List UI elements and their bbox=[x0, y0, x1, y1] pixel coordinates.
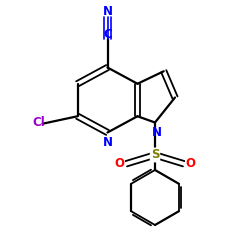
Text: N: N bbox=[102, 6, 113, 18]
Text: Cl: Cl bbox=[32, 116, 45, 129]
Text: C: C bbox=[103, 28, 112, 41]
Text: N: N bbox=[102, 136, 113, 148]
Text: N: N bbox=[152, 126, 162, 138]
Text: O: O bbox=[186, 157, 196, 170]
Text: S: S bbox=[151, 148, 159, 162]
Text: O: O bbox=[114, 157, 124, 170]
